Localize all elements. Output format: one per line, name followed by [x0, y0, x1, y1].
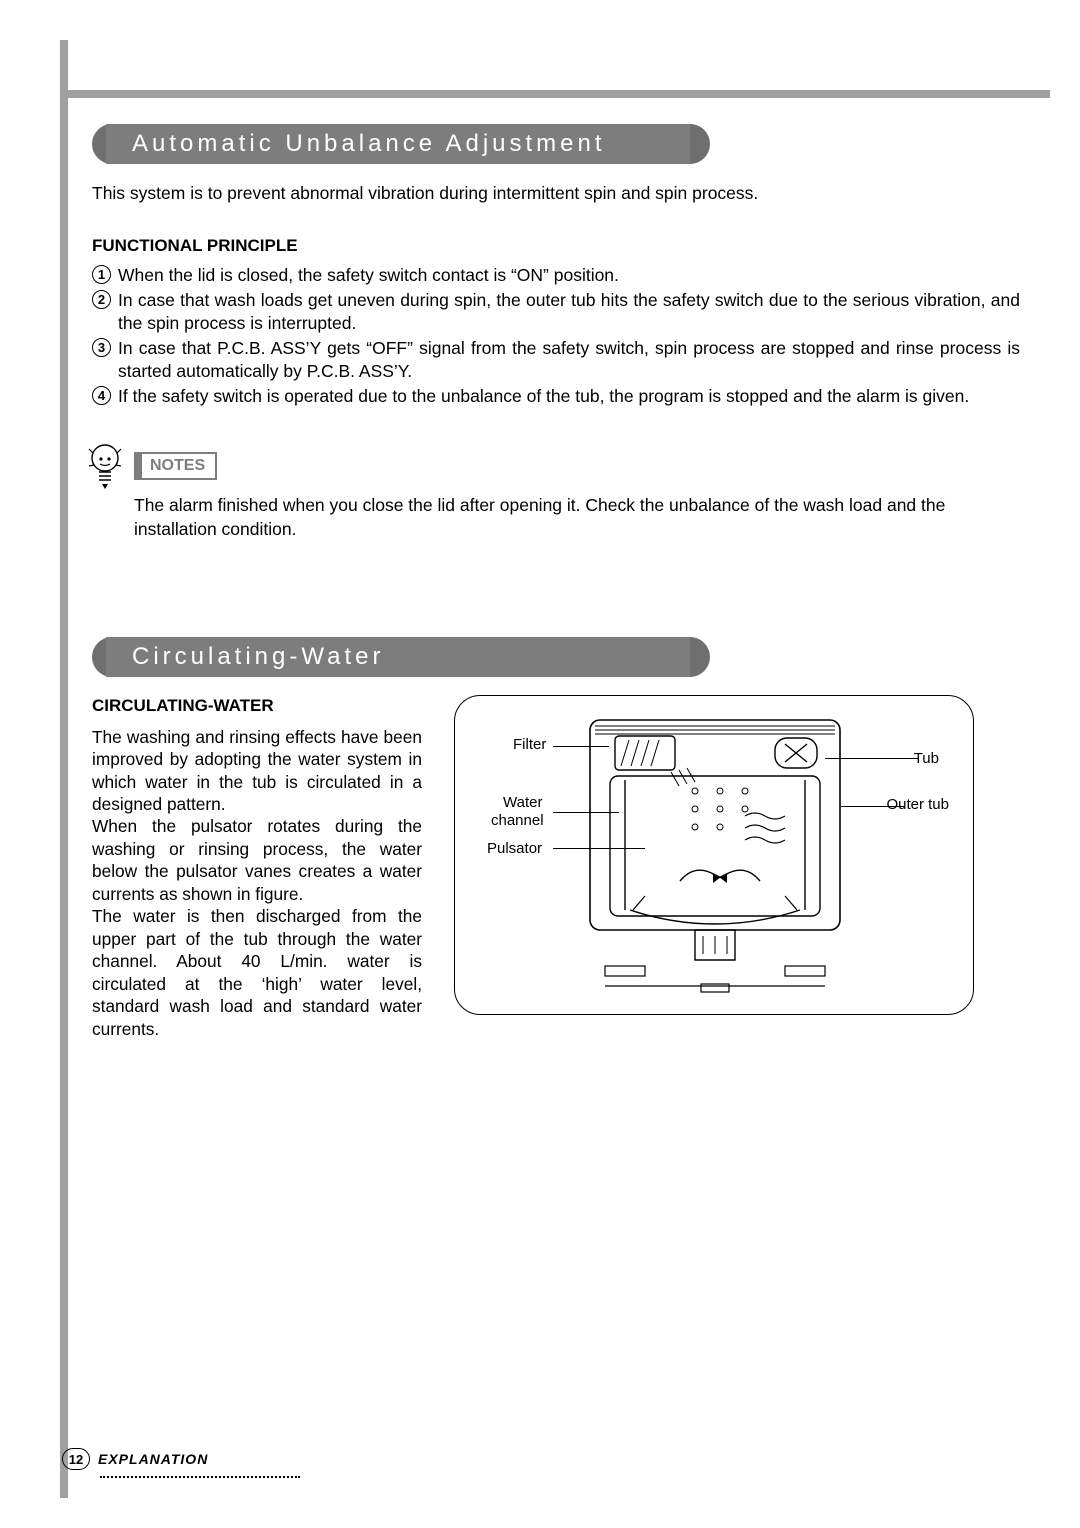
circulating-diagram-column: Filter Tub Water channel Outer tub Pulsa… — [454, 695, 1020, 1015]
list-item: 4 If the safety switch is operated due t… — [92, 385, 1020, 408]
section-circulating-water: Circulating-Water CIRCULATING-WATER The … — [92, 637, 1020, 1040]
diagram-label-channel: channel — [491, 812, 544, 829]
circulating-text-column: CIRCULATING-WATER The washing and rinsin… — [92, 695, 422, 1040]
circled-number-icon: 4 — [92, 386, 111, 405]
list-item-text: In case that P.C.B. ASS’Y gets “OFF” sig… — [118, 338, 1020, 381]
list-item: 1 When the lid is closed, the safety swi… — [92, 264, 1020, 287]
page-footer: 12 EXPLANATION — [62, 1448, 208, 1470]
list-item: 2 In case that wash loads get uneven dur… — [92, 289, 1020, 335]
frame-border-left — [60, 40, 68, 1498]
circulating-para1: The washing and rinsing effects have bee… — [92, 726, 422, 816]
footer-dotted-rule-icon — [100, 1476, 300, 1478]
leader-line-icon — [825, 758, 919, 759]
frame-border-top — [60, 90, 1050, 98]
section-banner-circulating: Circulating-Water — [92, 637, 710, 677]
circled-number-icon: 2 — [92, 290, 111, 309]
notes-text: The alarm finished when you close the li… — [134, 494, 1020, 541]
section-title: Circulating-Water — [106, 637, 692, 677]
leader-line-icon — [553, 848, 645, 849]
notes-block: NOTES The alarm finished when you close … — [92, 452, 1020, 541]
banner-cap-right-icon — [690, 124, 710, 164]
diagram-label-pulsator: Pulsator — [487, 840, 542, 857]
list-item-text: When the lid is closed, the safety switc… — [118, 265, 619, 285]
functional-principle-heading: FUNCTIONAL PRINCIPLE — [92, 236, 1020, 256]
list-item-text: In case that wash loads get uneven durin… — [118, 290, 1020, 333]
lightbulb-icon — [86, 442, 124, 490]
principle-list: 1 When the lid is closed, the safety swi… — [92, 264, 1020, 409]
circled-number-icon: 3 — [92, 338, 111, 357]
page-number: 12 — [62, 1448, 90, 1470]
list-item: 3 In case that P.C.B. ASS’Y gets “OFF” s… — [92, 337, 1020, 383]
list-item-text: If the safety switch is operated due to … — [118, 386, 969, 406]
footer-section-name: EXPLANATION — [98, 1451, 208, 1467]
section-banner-unbalance: Automatic Unbalance Adjustment — [92, 124, 710, 164]
leader-line-icon — [841, 806, 905, 807]
diagram-label-water: Water — [503, 794, 542, 811]
diagram-label-outer-tub: Outer tub — [886, 796, 949, 813]
circulating-para3: The water is then discharged from the up… — [92, 905, 422, 1040]
circulating-subheading: CIRCULATING-WATER — [92, 695, 422, 717]
page-content: Automatic Unbalance Adjustment This syst… — [92, 124, 1020, 1468]
leader-line-icon — [553, 746, 609, 747]
two-column-layout: CIRCULATING-WATER The washing and rinsin… — [92, 695, 1020, 1040]
document-page: Automatic Unbalance Adjustment This syst… — [0, 0, 1080, 1528]
diagram-label-filter: Filter — [513, 736, 546, 753]
section-title: Automatic Unbalance Adjustment — [106, 124, 692, 164]
circulating-para2: When the pulsator rotates during the was… — [92, 815, 422, 905]
banner-cap-right-icon — [690, 637, 710, 677]
notes-label: NOTES — [134, 452, 217, 480]
diagram-frame: Filter Tub Water channel Outer tub Pulsa… — [454, 695, 974, 1015]
section1-intro: This system is to prevent abnormal vibra… — [92, 182, 1020, 206]
leader-line-icon — [553, 812, 619, 813]
circled-number-icon: 1 — [92, 265, 111, 284]
